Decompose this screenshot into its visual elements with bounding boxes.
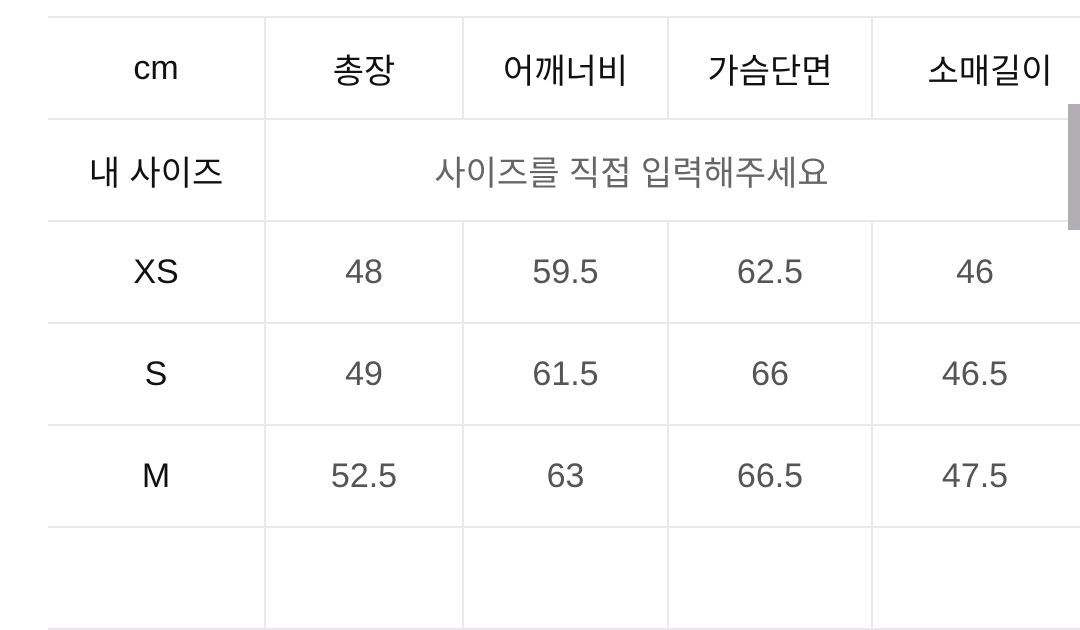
table-row: M 52.5 63 66.5 47.5 (48, 424, 1080, 528)
table-row (48, 526, 1080, 630)
header-chest-width: 가슴단면 (667, 16, 873, 120)
table-cell (462, 526, 669, 630)
table-cell: 52.5 (264, 424, 464, 528)
header-total-length: 총장 (264, 16, 464, 120)
table-cell: 63 (462, 424, 669, 528)
header-sleeve-length: 소매길이 (871, 16, 1080, 120)
table-row: XS 48 59.5 62.5 46 (48, 220, 1080, 324)
table-cell: 47.5 (871, 424, 1080, 528)
my-size-input[interactable]: 사이즈를 직접 입력해주세요 (264, 118, 1080, 222)
table-cell: 59.5 (462, 220, 669, 324)
table-cell: 61.5 (462, 322, 669, 426)
scrollbar[interactable] (1068, 104, 1080, 230)
size-label: M (48, 424, 266, 528)
table-cell (48, 526, 266, 630)
my-size-label: 내 사이즈 (48, 118, 266, 222)
table-cell (667, 526, 873, 630)
table-cell (871, 526, 1080, 630)
header-shoulder-width: 어깨너비 (462, 16, 669, 120)
table-cell (264, 526, 464, 630)
header-row: cm 총장 어깨너비 가슴단면 소매길이 (48, 16, 1080, 120)
table-cell: 46.5 (871, 322, 1080, 426)
table-cell: 62.5 (667, 220, 873, 324)
table-cell: 48 (264, 220, 464, 324)
header-unit: cm (48, 16, 266, 120)
size-chart-table: cm 총장 어깨너비 가슴단면 소매길이 내 사이즈 사이즈를 직접 입력해주세… (48, 16, 1080, 630)
table-cell: 66.5 (667, 424, 873, 528)
table-row: S 49 61.5 66 46.5 (48, 322, 1080, 426)
table-cell: 66 (667, 322, 873, 426)
my-size-row: 내 사이즈 사이즈를 직접 입력해주세요 (48, 118, 1080, 222)
table-cell: 46 (871, 220, 1080, 324)
table-cell: 49 (264, 322, 464, 426)
size-label: S (48, 322, 266, 426)
size-label: XS (48, 220, 266, 324)
